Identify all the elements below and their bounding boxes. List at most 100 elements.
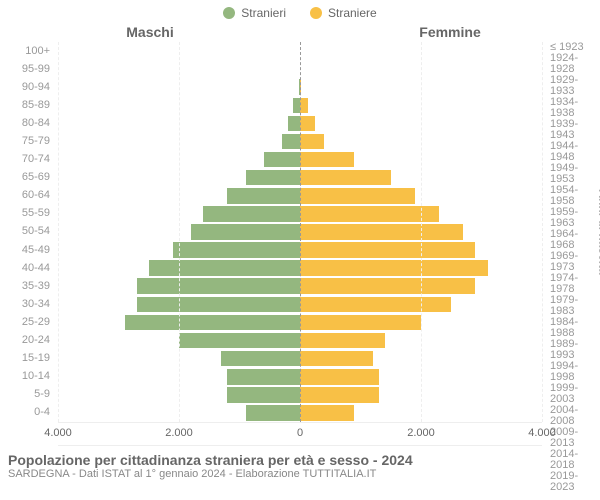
bar-male — [264, 152, 300, 168]
x-tick: 4.000 — [528, 427, 556, 439]
birth-label: 1939-1943 — [544, 119, 600, 141]
age-label: 25-29 — [0, 313, 56, 331]
age-label: 100+ — [0, 42, 56, 60]
birth-label: 1934-1938 — [544, 97, 600, 119]
birth-label: 1944-1948 — [544, 141, 600, 163]
bar-female — [300, 351, 373, 367]
bar-female — [300, 260, 488, 276]
footer: Popolazione per cittadinanza straniera p… — [0, 446, 600, 480]
bar-female — [300, 224, 463, 240]
age-label: 60-64 — [0, 187, 56, 205]
age-label: 85-89 — [0, 96, 56, 114]
bar-female — [300, 297, 451, 313]
bar-male — [227, 387, 300, 403]
birth-label: 1959-1963 — [544, 207, 600, 229]
bar-male — [137, 278, 300, 294]
bar-female — [300, 98, 308, 114]
chart-area: Fasce di età Anni di nascita 100+95-9990… — [0, 42, 600, 422]
bar-female — [300, 170, 391, 186]
bar-male — [137, 297, 300, 313]
legend: Stranieri Straniere — [0, 0, 600, 22]
column-headers: Maschi Femmine — [0, 22, 600, 42]
age-label: 80-84 — [0, 114, 56, 132]
bar-male — [125, 315, 300, 331]
bar-male — [191, 224, 300, 240]
bar-male — [179, 333, 300, 349]
age-label: 75-79 — [0, 132, 56, 150]
age-label: 30-34 — [0, 295, 56, 313]
bar-female — [300, 134, 324, 150]
bar-female — [300, 369, 379, 385]
age-label: 35-39 — [0, 277, 56, 295]
age-label: 90-94 — [0, 78, 56, 96]
birth-label: 1954-1958 — [544, 185, 600, 207]
birth-label: 1964-1968 — [544, 229, 600, 251]
grid-line — [542, 42, 543, 422]
bar-male — [173, 242, 300, 258]
birth-label: 2014-2018 — [544, 449, 600, 471]
birth-label: 1984-1988 — [544, 317, 600, 339]
y-axis-age: 100+95-9990-9485-8980-8475-7970-7465-696… — [0, 42, 56, 422]
bar-male — [288, 116, 300, 132]
footer-title: Popolazione per cittadinanza straniera p… — [8, 452, 592, 468]
birth-label: 1929-1933 — [544, 75, 600, 97]
bar-male — [227, 369, 300, 385]
footer-subtitle: SARDEGNA - Dati ISTAT al 1° gennaio 2024… — [8, 468, 592, 480]
bar-male — [282, 134, 300, 150]
x-tick: 2.000 — [407, 427, 435, 439]
bar-male — [227, 188, 300, 204]
age-label: 70-74 — [0, 151, 56, 169]
legend-label-male: Stranieri — [241, 6, 286, 20]
center-axis — [300, 42, 301, 422]
bar-female — [300, 405, 354, 421]
bar-female — [300, 333, 385, 349]
swatch-female — [310, 7, 322, 19]
bar-male — [246, 405, 300, 421]
age-label: 15-19 — [0, 350, 56, 368]
birth-label: 1924-1928 — [544, 53, 600, 75]
age-label: 20-24 — [0, 332, 56, 350]
birth-label: 1969-1973 — [544, 251, 600, 273]
age-label: 5-9 — [0, 386, 56, 404]
x-tick: 0 — [297, 427, 303, 439]
birth-label: 1974-1978 — [544, 273, 600, 295]
x-tick: 4.000 — [44, 427, 72, 439]
bars-container — [58, 42, 542, 422]
birth-label: 1989-1993 — [544, 339, 600, 361]
age-label: 65-69 — [0, 169, 56, 187]
bar-female — [300, 387, 379, 403]
birth-label: 1949-1953 — [544, 163, 600, 185]
age-label: 50-54 — [0, 223, 56, 241]
legend-item-male: Stranieri — [223, 6, 286, 20]
age-label: 10-14 — [0, 368, 56, 386]
bar-female — [300, 206, 439, 222]
bar-male — [221, 351, 300, 367]
bar-female — [300, 152, 354, 168]
bar-female — [300, 116, 315, 132]
birth-label: 1994-1998 — [544, 361, 600, 383]
age-label: 45-49 — [0, 241, 56, 259]
age-label: 55-59 — [0, 205, 56, 223]
birth-label: 1979-1983 — [544, 295, 600, 317]
bar-male — [246, 170, 300, 186]
bar-female — [300, 315, 421, 331]
age-label: 0-4 — [0, 404, 56, 422]
legend-item-female: Straniere — [310, 6, 377, 20]
legend-label-female: Straniere — [328, 6, 377, 20]
birth-label: 1999-2003 — [544, 383, 600, 405]
y-axis-birth: ≤ 19231924-19281929-19331934-19381939-19… — [544, 42, 600, 422]
bar-male — [203, 206, 300, 222]
bar-male — [149, 260, 300, 276]
bar-male — [293, 98, 300, 114]
birth-label: 2004-2008 — [544, 405, 600, 427]
header-female: Femmine — [300, 24, 600, 40]
bar-female — [300, 242, 475, 258]
x-axis: 4.0002.00002.0004.000 — [58, 422, 542, 446]
x-tick: 2.000 — [165, 427, 193, 439]
bar-female — [300, 278, 475, 294]
swatch-male — [223, 7, 235, 19]
age-label: 95-99 — [0, 60, 56, 78]
header-male: Maschi — [0, 24, 300, 40]
birth-label: 2019-2023 — [544, 471, 600, 493]
bar-female — [300, 188, 415, 204]
